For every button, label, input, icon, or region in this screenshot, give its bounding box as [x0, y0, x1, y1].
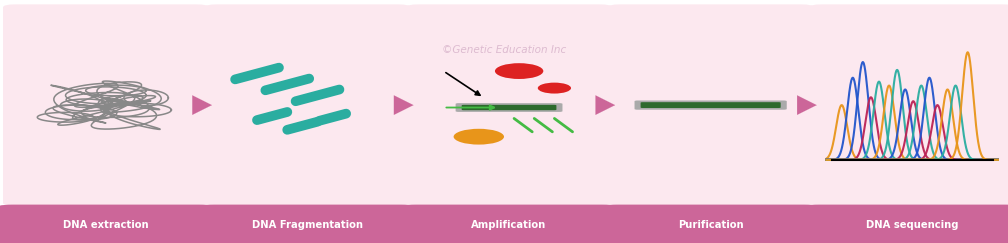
FancyBboxPatch shape [608, 4, 813, 206]
Ellipse shape [538, 83, 572, 94]
Text: Purification: Purification [677, 220, 744, 230]
FancyBboxPatch shape [196, 205, 418, 243]
FancyBboxPatch shape [462, 105, 556, 110]
Text: ©Genetic Education Inc: ©Genetic Education Inc [442, 45, 566, 55]
FancyBboxPatch shape [599, 205, 822, 243]
FancyBboxPatch shape [397, 205, 620, 243]
FancyBboxPatch shape [205, 4, 410, 206]
FancyBboxPatch shape [0, 205, 217, 243]
FancyBboxPatch shape [635, 101, 786, 110]
FancyBboxPatch shape [641, 102, 780, 108]
Text: DNA extraction: DNA extraction [64, 220, 148, 230]
Text: DNA sequencing: DNA sequencing [866, 220, 959, 230]
Ellipse shape [454, 129, 504, 145]
FancyBboxPatch shape [456, 103, 562, 112]
Text: DNA Fragmentation: DNA Fragmentation [252, 220, 363, 230]
FancyBboxPatch shape [3, 4, 209, 206]
FancyBboxPatch shape [800, 205, 1008, 243]
Text: Amplification: Amplification [472, 220, 546, 230]
Ellipse shape [495, 63, 543, 79]
FancyBboxPatch shape [406, 4, 612, 206]
FancyBboxPatch shape [809, 4, 1008, 206]
